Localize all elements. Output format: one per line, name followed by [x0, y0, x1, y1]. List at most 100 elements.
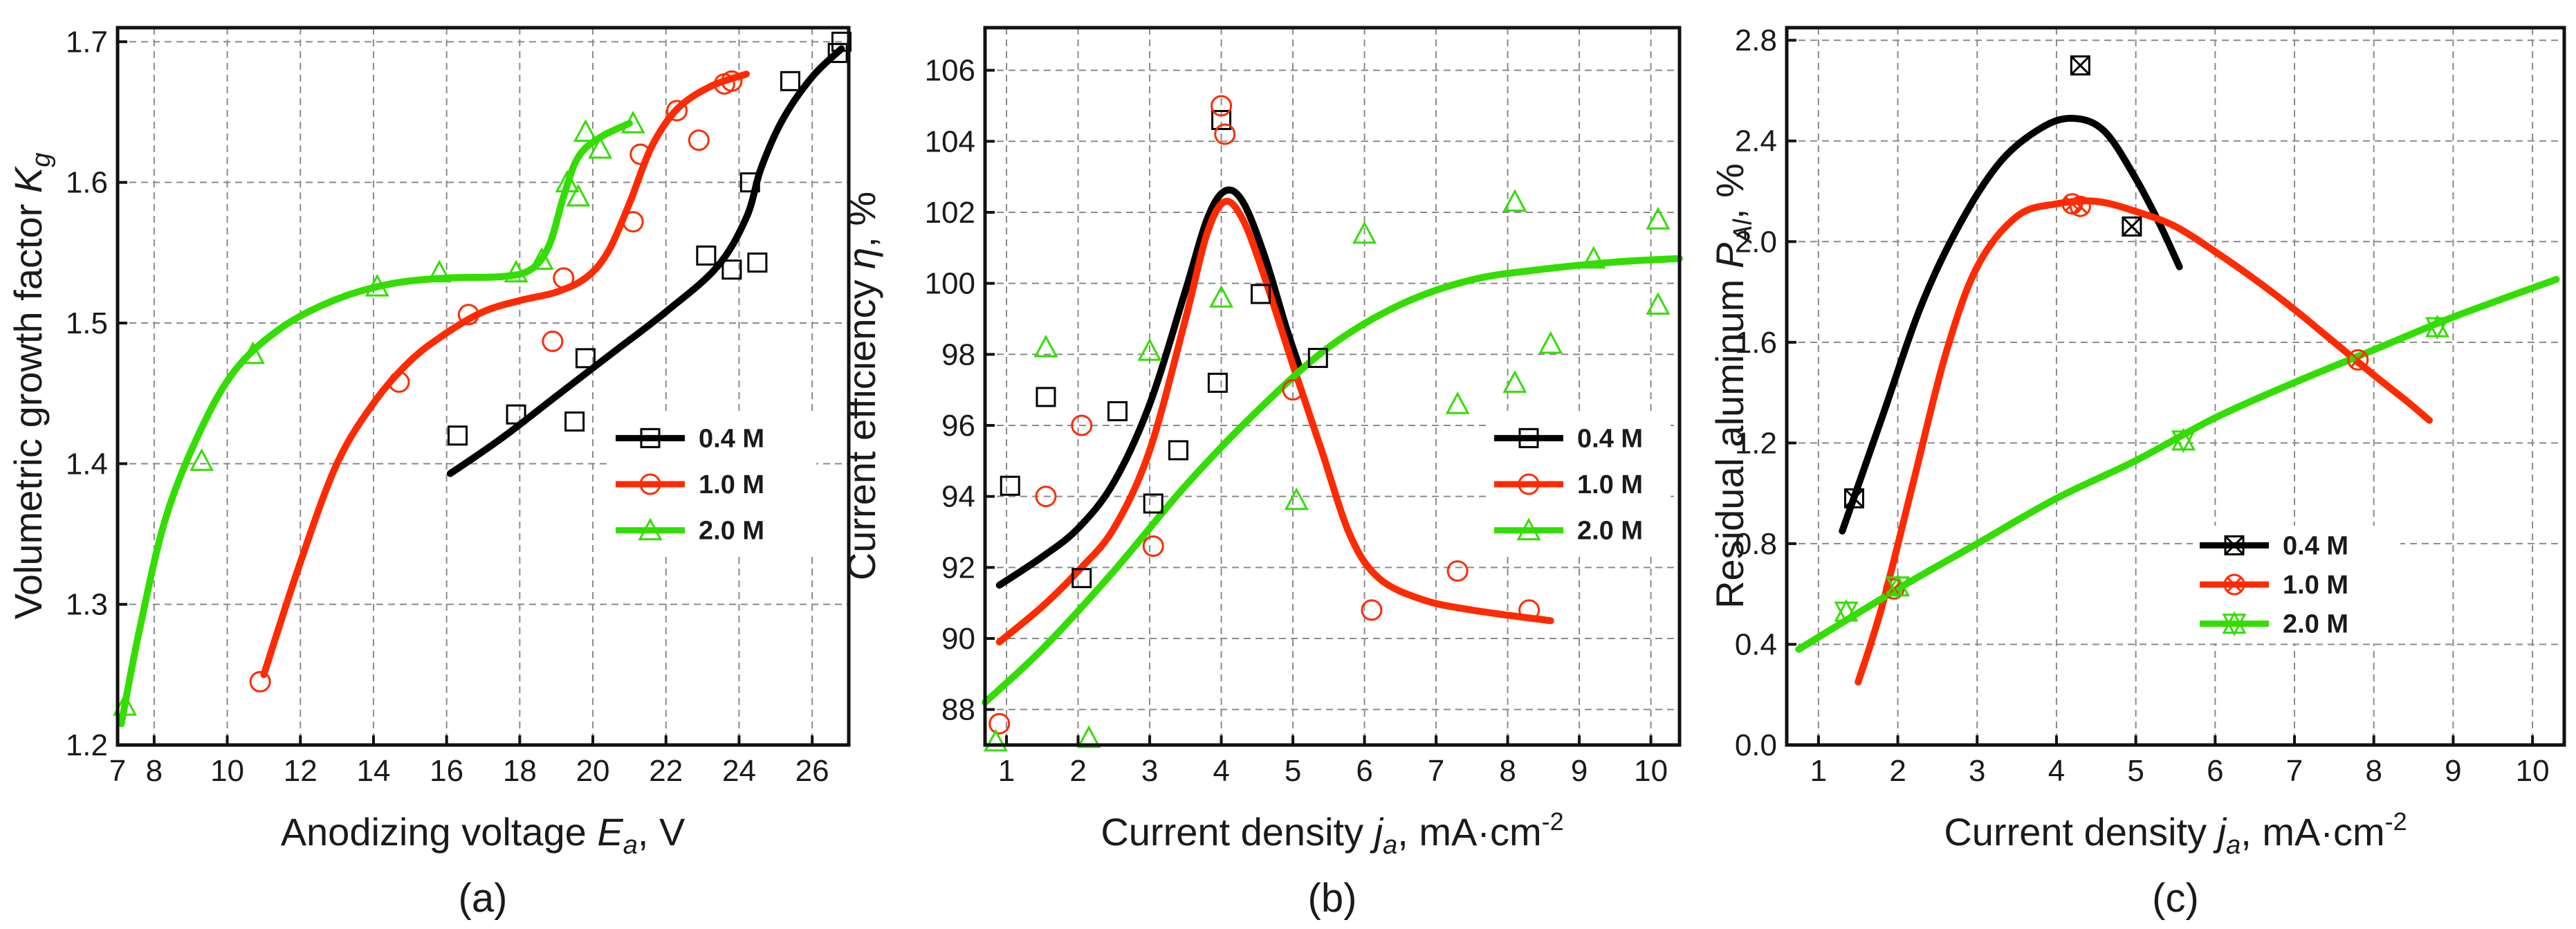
legend-c: 0.4 M 1.0 M 2.0 M — [2193, 526, 2400, 643]
x-tick-label: 14 — [356, 754, 390, 788]
data-point-20MM — [190, 448, 214, 471]
data-point-10MM — [542, 330, 564, 352]
data-point-04MM — [747, 252, 768, 273]
y-axis-label-c-var: P — [1708, 243, 1751, 268]
y-tick-label: 96 — [941, 409, 975, 443]
ticks-b: 1 2 3 4 5 6 7 8 9 10 88 90 92 94 96 98 100 102 104 106 — [925, 54, 1668, 788]
data-point-10MM — [2347, 349, 2369, 371]
y-axis-label-c-sub: Al — [1729, 218, 1758, 243]
data-point-20MM — [1284, 487, 1309, 511]
data-point-10MM — [249, 671, 271, 692]
legend-marker — [640, 427, 661, 448]
data-point-10MM — [1142, 535, 1164, 558]
x-tick-label: 6 — [2207, 754, 2223, 788]
panel-c: 1 2 3 4 5 6 7 8 9 10 0.0 0.4 0.8 1.2 1.6 2.0 2.4 2.8 0.4 … — [1708, 24, 2566, 921]
data-point-10MM — [688, 129, 710, 151]
y-tick-label: 1.6 — [1735, 326, 1777, 360]
data-point-20MM — [113, 692, 138, 716]
x-axis-label-b-sup: -2 — [1542, 807, 1564, 836]
data-point-20MM — [1033, 334, 1058, 358]
legend-marker — [1518, 427, 1539, 448]
y-axis-label-c: Residual aluminum PAl, % — [1708, 163, 1758, 609]
legend-label: 0.4 M — [699, 424, 764, 453]
data-point-20MM — [427, 259, 452, 283]
data-point-10MM — [1071, 414, 1093, 436]
grid-a — [117, 28, 849, 746]
data-point-20MM — [1352, 221, 1377, 244]
y-tick-label: 104 — [925, 125, 975, 158]
x-tick-label: 3 — [1141, 754, 1158, 788]
x-axis-label-a: Anodizing voltage Ea, V — [281, 810, 686, 860]
data-point-20MM — [2171, 427, 2196, 453]
y-tick-label: 88 — [941, 693, 975, 727]
data-point-20MM — [984, 728, 1009, 752]
y-tick-label: 100 — [925, 267, 975, 301]
data-point-20MM — [1834, 598, 1859, 625]
grid-c — [1787, 28, 2564, 746]
x-tick-label: 5 — [1285, 754, 1301, 788]
data-point-20MM — [1209, 284, 1234, 308]
x-axis-label-a-unit: , V — [638, 810, 686, 854]
legend-a: 0.4 M 1.0 M 2.0 M — [609, 415, 816, 553]
data-point-10MM — [1214, 123, 1236, 145]
x-tick-label: 9 — [1571, 754, 1588, 788]
data-point-04MM — [564, 411, 585, 432]
legend-marker — [2222, 611, 2247, 636]
data-point-20MM — [588, 136, 613, 159]
y-axis-label-a-sub: g — [27, 153, 56, 167]
panel-caption-b: (b) — [1308, 876, 1357, 921]
data-point-04MM — [1036, 387, 1056, 407]
x-axis-label-b: Current density ja, mA·cm-2 — [1101, 807, 1563, 860]
x-tick-label: 16 — [430, 754, 463, 788]
panel-b: 1 2 3 4 5 6 7 8 9 10 88 90 92 94 96 98 100 102 104 106 0.4 … — [840, 26, 1683, 921]
y-axis-label-a-var: K — [6, 165, 50, 193]
data-point-04MM — [780, 71, 800, 91]
x-tick-label: 3 — [1969, 754, 1985, 788]
fit-curve-04MM — [1839, 114, 2183, 535]
data-point-20MM — [1538, 331, 1563, 354]
x-tick-label: 7 — [2286, 754, 2303, 788]
x-axis-label-c-unit: , mA·cm — [2241, 810, 2384, 854]
fit-curve-04MM — [995, 186, 1304, 589]
data-point-04MM — [1168, 440, 1188, 461]
legend-marker — [2224, 535, 2245, 555]
data-point-20MM — [566, 183, 591, 207]
y-tick-label: 1.2 — [66, 728, 108, 762]
data-point-10MM — [666, 100, 688, 122]
x-tick-label: 8 — [1499, 754, 1516, 788]
legend-label: 2.0 M — [699, 517, 764, 546]
y-axis-label-c-unit: , % — [1708, 163, 1751, 219]
markers-b — [984, 95, 1671, 752]
data-point-10MM — [1446, 560, 1469, 582]
y-tick-label: 92 — [941, 551, 975, 585]
data-point-20MM — [529, 247, 554, 270]
x-tick-label: 20 — [576, 754, 610, 788]
data-point-20MM — [1886, 573, 1911, 599]
data-point-20MM — [555, 169, 580, 193]
legend-label: 0.4 M — [2283, 531, 2348, 560]
y-axis-label-b: Current efficiency η, % — [840, 192, 883, 580]
markers-c — [1834, 55, 2449, 625]
x-tick-label: 24 — [722, 754, 756, 788]
y-tick-label: 0.4 — [1735, 627, 1777, 661]
x-tick-label: 4 — [2048, 754, 2065, 788]
y-axis-label-c-text: Residual aluminum — [1708, 268, 1751, 609]
fit-curve-20MM — [118, 120, 633, 728]
legend-label: 2.0 M — [1577, 517, 1643, 546]
y-axis-label-b-text: Current efficiency — [840, 269, 883, 580]
x-tick-label: 5 — [2127, 754, 2144, 788]
y-tick-label: 0.0 — [1735, 728, 1777, 762]
legend-label: 2.0 M — [2283, 610, 2348, 639]
data-point-10MM — [988, 712, 1011, 735]
grid-b — [985, 28, 1680, 745]
y-tick-label: 0.8 — [1735, 527, 1777, 561]
fit-curve-10MM — [995, 197, 1554, 646]
data-point-20MM — [365, 273, 389, 297]
y-tick-label: 1.4 — [66, 447, 108, 481]
y-tick-label: 1.5 — [66, 306, 108, 340]
x-axis-label-c: Current density ja, mA·cm-2 — [1944, 807, 2407, 860]
x-axis-label-a-sub: a — [623, 831, 638, 860]
x-axis-label-c-sup: -2 — [2385, 807, 2407, 836]
data-point-04MM — [2070, 55, 2090, 76]
curves-b — [982, 186, 1683, 706]
